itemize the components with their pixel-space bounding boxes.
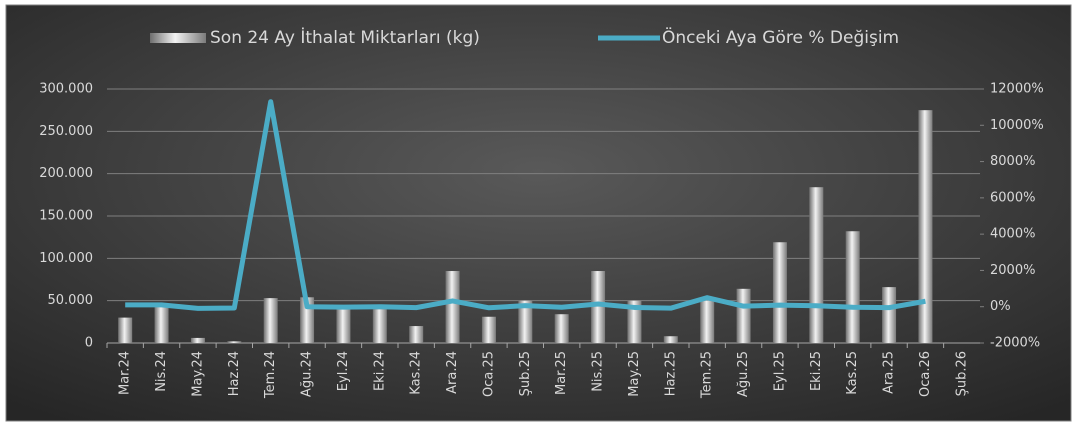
x-tick-label: Mar.24 <box>118 351 133 395</box>
x-tick-label: Eyl.25 <box>772 351 787 391</box>
y2-tick-label: 6000% <box>990 190 1035 205</box>
y-tick-label: 150.000 <box>39 209 93 224</box>
x-tick-label: Ağu.25 <box>736 351 751 397</box>
x-tick-label: Ağu.24 <box>300 351 315 397</box>
x-tick-label: Eyl.24 <box>336 351 351 391</box>
x-tick-label: Haz.25 <box>663 351 678 396</box>
bar <box>845 231 860 343</box>
y2-tick-label: 8000% <box>990 154 1035 169</box>
y-tick-label: 250.000 <box>39 124 93 139</box>
bar <box>772 242 787 343</box>
y-tick-label: 50.000 <box>48 293 94 308</box>
x-tick-label: Şub.26 <box>954 351 969 396</box>
line <box>125 99 926 311</box>
x-tick-label: Kas.25 <box>845 351 860 395</box>
bar <box>409 326 424 343</box>
x-tick-label: Oca.25 <box>481 351 496 397</box>
bar <box>336 309 351 343</box>
bar <box>736 288 751 343</box>
y2-tick-label: 2000% <box>990 263 1035 278</box>
y-tick-label: 300.000 <box>39 82 93 97</box>
bar <box>227 341 242 343</box>
y2-tick-label: 0% <box>990 299 1011 314</box>
y-tick-label: 200.000 <box>39 166 93 181</box>
bar <box>445 271 460 343</box>
bar <box>372 309 387 343</box>
x-tick-label: Oca.26 <box>918 351 933 397</box>
x-tick-label: Nis.24 <box>154 351 169 392</box>
x-tick-label: Eki.24 <box>372 351 387 391</box>
y2-tick-label: 4000% <box>990 227 1035 242</box>
bar <box>627 300 642 343</box>
bar <box>663 336 678 343</box>
y-tick-label: 100.000 <box>39 251 93 266</box>
x-tick-label: Şub.25 <box>518 351 533 396</box>
x-tick-label: May.25 <box>627 351 642 397</box>
x-tick-label: Eki.25 <box>809 351 824 391</box>
legend-label: Son 24 Ay İthalat Miktarları (kg) <box>210 27 480 48</box>
bar <box>591 271 606 343</box>
bar <box>882 287 897 343</box>
y2-tick-label: 10000% <box>990 118 1044 133</box>
y2-tick-label: -2000% <box>990 336 1040 351</box>
bar <box>700 300 715 343</box>
x-tick-label: Haz.24 <box>227 351 242 396</box>
legend-swatch <box>150 33 206 43</box>
bar <box>809 187 824 343</box>
x-tick-label: Tem.24 <box>263 351 278 399</box>
bar <box>518 300 533 343</box>
chart-background <box>5 4 1072 422</box>
bar <box>554 314 569 343</box>
bar <box>918 110 933 344</box>
x-tick-label: Nis.25 <box>591 351 606 392</box>
bar <box>481 316 496 343</box>
x-tick-label: Mar.25 <box>554 351 569 395</box>
bar <box>118 317 133 343</box>
x-tick-label: Kas.24 <box>409 351 424 395</box>
x-tick-label: Tem.25 <box>700 351 715 399</box>
x-tick-label: May.24 <box>190 351 205 397</box>
y-tick-label: 0 <box>85 336 93 351</box>
y2-tick-label: 12000% <box>990 82 1044 97</box>
x-tick-label: Ara.24 <box>445 351 460 394</box>
bar <box>190 337 205 343</box>
bar <box>263 298 278 343</box>
x-tick-label: Ara.25 <box>882 351 897 394</box>
bar <box>154 304 169 343</box>
legend-label: Önceki Aya Göre % Değişim <box>662 26 899 48</box>
